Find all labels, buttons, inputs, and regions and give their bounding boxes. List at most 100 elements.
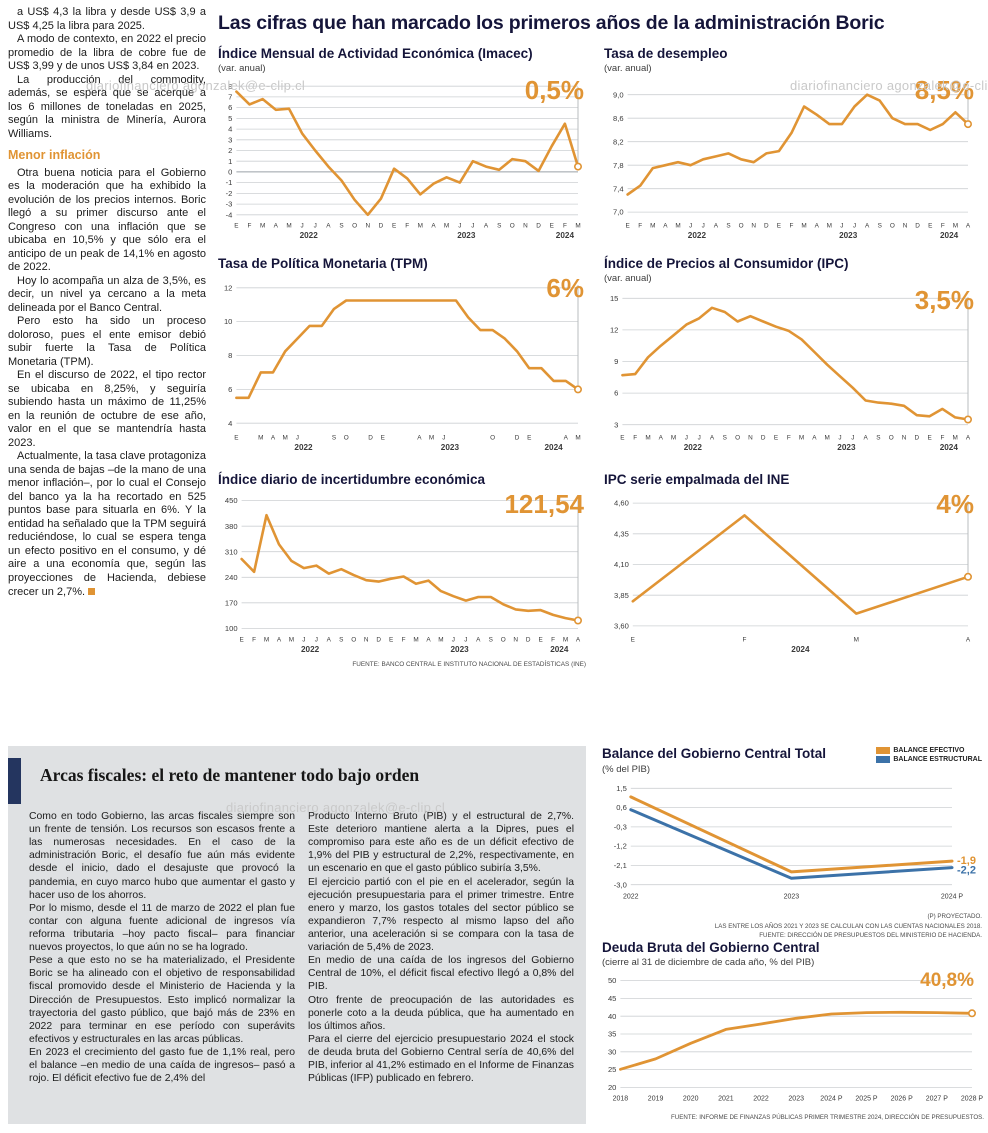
svg-text:F: F <box>248 222 252 229</box>
svg-text:2025 P: 2025 P <box>855 1095 878 1102</box>
svg-text:J: J <box>464 636 467 643</box>
svg-text:J: J <box>853 222 856 229</box>
svg-text:4,35: 4,35 <box>614 529 629 538</box>
svg-text:-2,1: -2,1 <box>614 861 627 870</box>
svg-text:A: A <box>431 222 436 229</box>
paragraph: Pese a que esto no se ha materializado, … <box>29 955 295 1045</box>
svg-text:A: A <box>714 222 719 229</box>
svg-text:E: E <box>381 434 385 441</box>
svg-text:2022: 2022 <box>684 443 703 452</box>
svg-text:A: A <box>966 222 971 229</box>
svg-text:2024: 2024 <box>940 443 959 452</box>
svg-text:7: 7 <box>228 92 232 101</box>
svg-text:2021: 2021 <box>718 1095 734 1102</box>
paragraph: Pero esto ha sido un proceso doloroso, p… <box>8 315 206 368</box>
svg-text:M: M <box>675 222 680 229</box>
svg-text:F: F <box>402 636 406 643</box>
svg-text:M: M <box>827 222 832 229</box>
svg-text:J: J <box>315 636 318 643</box>
svg-text:1,5: 1,5 <box>616 784 627 793</box>
svg-text:4: 4 <box>228 124 232 133</box>
svg-text:9: 9 <box>614 357 618 366</box>
svg-text:2024: 2024 <box>544 443 563 452</box>
svg-text:2019: 2019 <box>648 1095 664 1102</box>
paragraph: a US$ 4,3 la libra y desde US$ 3,9 a US$… <box>8 6 206 32</box>
svg-text:A: A <box>271 434 276 441</box>
svg-text:J: J <box>851 434 854 441</box>
chart-end-value: 3,5% <box>914 284 974 315</box>
watermark: diariofinanciero agonzalek@e-clip.cl <box>226 800 446 815</box>
chart-ipc: Índice de Precios al Consumidor (IPC) (v… <box>604 256 980 456</box>
paragraph: (P) PROYECTADO. <box>927 913 982 920</box>
paragraph: Producto Interno Bruto (PIB) y el estruc… <box>308 811 574 875</box>
chart-footnotes: (P) PROYECTADO. LAS ENTRE LOS AÑOS 2021 Y… <box>602 912 982 941</box>
svg-text:M: M <box>650 222 655 229</box>
chart-end-value: 0,5% <box>524 74 584 105</box>
svg-text:A: A <box>484 222 489 229</box>
paragraph: FUENTE: DIRECCIÓN DE PRESUPUESTOS DEL MI… <box>759 932 982 940</box>
chart-subtitle: (var. anual) <box>604 272 652 284</box>
svg-text:-1,2: -1,2 <box>614 842 627 851</box>
svg-text:-2: -2 <box>226 189 233 198</box>
svg-text:J: J <box>840 222 843 229</box>
svg-text:J: J <box>698 434 701 441</box>
chart-end-value: 6% <box>546 272 584 303</box>
chart-title: Balance del Gobierno Central Total <box>602 746 827 761</box>
svg-text:M: M <box>825 434 830 441</box>
svg-text:-1,9: -1,9 <box>957 855 976 867</box>
paragraph: Como en todo Gobierno, las arcas fiscale… <box>29 811 295 901</box>
svg-text:M: M <box>444 222 449 229</box>
svg-text:2022: 2022 <box>753 1095 769 1102</box>
svg-text:-4: -4 <box>226 210 233 219</box>
svg-text:J: J <box>296 434 299 441</box>
svg-text:M: M <box>418 222 423 229</box>
chart-canvas: 121,54 450 380 310 240 170 100 E F M A M J J A S O N D E F M… <box>218 491 590 663</box>
svg-text:4,60: 4,60 <box>614 498 629 507</box>
paragraph: LAS ENTRE LOS AÑOS 2021 Y 2023 SE CALCUL… <box>714 922 982 930</box>
svg-text:F: F <box>633 434 637 441</box>
svg-text:D: D <box>368 434 373 441</box>
svg-text:8,6: 8,6 <box>613 113 624 122</box>
svg-text:J: J <box>689 222 692 229</box>
paragraph: Hoy lo acompaña un alza de 3,5%, es deci… <box>8 274 206 314</box>
svg-text:2023: 2023 <box>441 443 460 452</box>
chart-canvas: 6% 12 10 8 6 4 E M A M J S O D E A M J O D E A M 2022 2023 2024 <box>218 275 590 461</box>
svg-text:D: D <box>914 434 919 441</box>
chart-canvas: 1,5 0,6 -0,3 -1,2 -2,1 -3,0 2022 2023 2024 P -1,9… <box>602 778 982 910</box>
svg-text:N: N <box>364 636 369 643</box>
svg-text:2023: 2023 <box>788 1095 804 1102</box>
svg-text:M: M <box>801 222 806 229</box>
chart-title: Tasa de desempleo <box>604 46 728 61</box>
svg-text:O: O <box>352 222 357 229</box>
svg-text:25: 25 <box>608 1065 616 1074</box>
svg-text:O: O <box>735 434 740 441</box>
svg-text:N: N <box>748 434 753 441</box>
svg-text:O: O <box>501 636 506 643</box>
paragraph: Actualmente, la tasa clave protagoniza u… <box>8 450 206 598</box>
chart-balance: Balance del Gobierno Central Total BALAN… <box>602 746 982 939</box>
svg-text:2027 P: 2027 P <box>926 1095 949 1102</box>
svg-text:J: J <box>702 222 705 229</box>
legend-label: BALANCE ESTRUCTURAL <box>893 756 982 763</box>
svg-text:S: S <box>726 222 730 229</box>
svg-text:15: 15 <box>610 293 618 302</box>
svg-text:2022: 2022 <box>300 231 319 240</box>
svg-text:S: S <box>876 434 880 441</box>
svg-text:5: 5 <box>228 114 232 123</box>
svg-text:40: 40 <box>608 1011 616 1020</box>
chart-canvas: 8,5% 9,0 8,6 8,2 7,8 7,4 7,0 E F M A M J J A S O N D E F M A M… <box>604 77 980 249</box>
chart-canvas: 3,5% 15 12 9 6 3 E F M A M J J A S O N D E F M A M J J A S O N D E F M A… <box>604 287 980 461</box>
svg-text:N: N <box>751 222 756 229</box>
svg-text:A: A <box>274 222 279 229</box>
chart-title: IPC serie empalmada del INE <box>604 472 790 487</box>
svg-text:2023: 2023 <box>784 894 800 901</box>
svg-text:A: A <box>277 636 282 643</box>
svg-text:2026 P: 2026 P <box>891 1095 914 1102</box>
svg-text:N: N <box>513 636 518 643</box>
svg-text:F: F <box>940 434 944 441</box>
svg-text:D: D <box>761 434 766 441</box>
chart-ipc-empalmada: IPC serie empalmada del INE 4% 4,60 4,35 4… <box>604 472 980 658</box>
svg-text:6: 6 <box>228 103 232 112</box>
svg-text:-3: -3 <box>226 199 233 208</box>
chart-subtitle: (% del PIB) <box>602 764 651 775</box>
